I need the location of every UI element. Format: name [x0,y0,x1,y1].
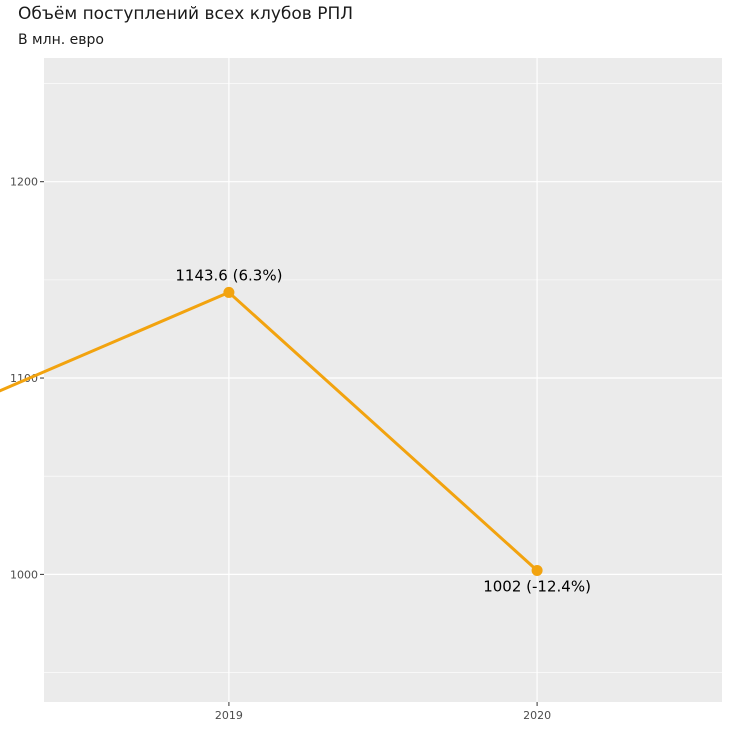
data-label: 1143.6 (6.3%) [175,266,282,284]
chart-title: Объём поступлений всех клубов РПЛ [18,4,354,24]
y-tick-label: 1100 [10,372,38,385]
y-axis-tick-labels: 1000 1100 1200 [10,176,38,582]
grid-minor [44,83,722,673]
x-axis-tick-labels: 201820192020 [215,709,551,722]
axis-ticks [40,181,538,706]
grid-major [44,58,722,702]
x-tick-label: 2019 [215,709,243,722]
y-tick-label: 1200 [10,176,38,189]
chart-subtitle: В млн. евро [18,32,104,48]
data-labels: 1076.2 (0%)1143.6 (6.3%)1002 (-12.4%) [175,266,591,595]
series-layer [0,286,543,576]
y-tick-label: 1000 [10,568,38,581]
data-label: 1002 (-12.4%) [483,577,591,595]
plot-panel [44,58,722,702]
x-tick-label: 2020 [523,709,551,722]
data-point [531,564,543,576]
data-point [223,286,235,298]
